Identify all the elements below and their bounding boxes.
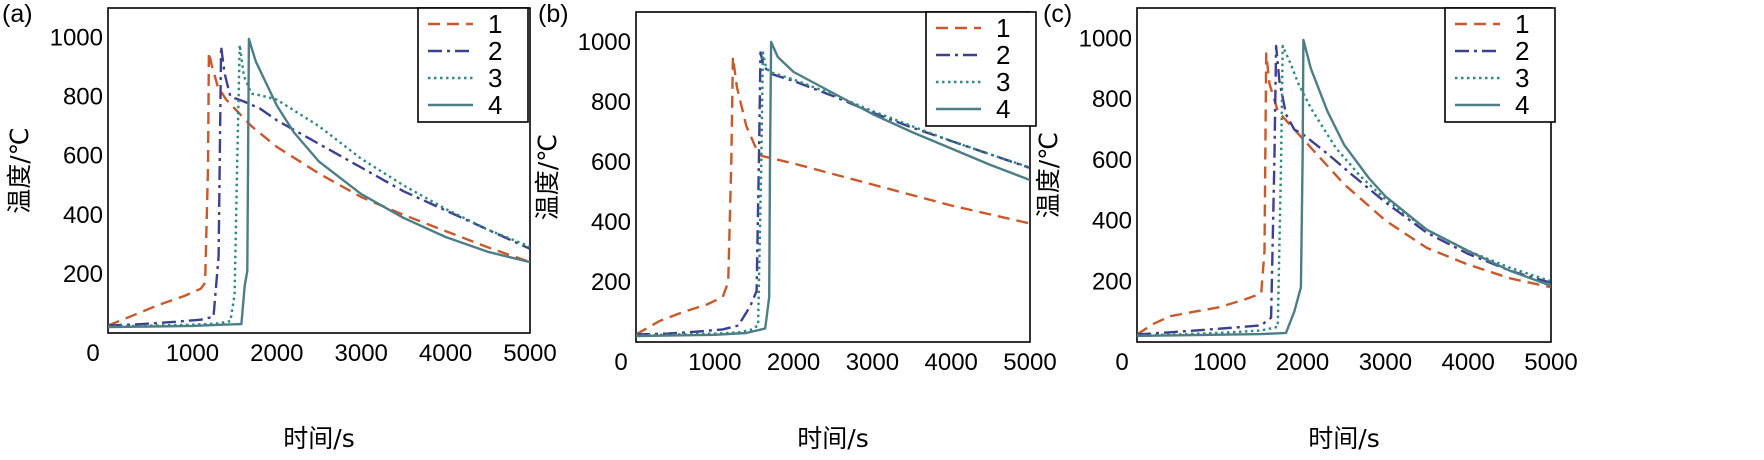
legend-box [925, 11, 1037, 127]
legend-label-1: 1 [1515, 9, 1529, 39]
series-line-1 [636, 55, 1030, 336]
panel-label: (a) [2, 0, 33, 28]
legend-label-2: 2 [488, 36, 502, 66]
x-tick-label: 5000 [503, 340, 556, 367]
legend-label-2: 2 [996, 40, 1010, 70]
x-tick-label: 5000 [1003, 349, 1056, 376]
x-axis-label: 时间/s [797, 424, 868, 453]
y-tick-label: 800 [1092, 86, 1132, 113]
x-tick-label: 3000 [846, 349, 899, 376]
series-line-1 [108, 51, 530, 327]
x-tick-label: 3000 [335, 340, 388, 367]
x-tick-label: 4000 [419, 340, 472, 367]
series-line-3 [1137, 44, 1551, 337]
x-tick-label: 2000 [250, 340, 303, 367]
legend-label-4: 4 [996, 94, 1010, 124]
y-tick-label: 1000 [1079, 25, 1132, 52]
x-tick-label: 0 [614, 349, 627, 376]
y-axis-label: 温度/℃ [533, 134, 562, 221]
legend-label-4: 4 [488, 90, 502, 120]
x-tick-label: 2000 [767, 349, 820, 376]
panel-label: (b) [538, 0, 569, 28]
x-tick-label: 5000 [1524, 349, 1577, 376]
y-axis-label: 温度/℃ [5, 127, 34, 214]
legend-label-3: 3 [1515, 63, 1529, 93]
x-axis-label: 时间/s [283, 424, 354, 453]
legend-box [417, 7, 529, 123]
series-line-1 [1137, 52, 1551, 336]
plot-frame [107, 7, 531, 334]
legend-box [1444, 7, 1556, 123]
x-tick-label: 1000 [688, 349, 741, 376]
x-axis-label: 时间/s [1308, 424, 1379, 453]
series-line-2 [636, 51, 1030, 336]
series-line-4 [1137, 38, 1551, 338]
chart-panel-2: 0 1000 2000 3000 4000 5000 200 400 600 800 1000 时间/… [533, 0, 1057, 453]
y-tick-label: 600 [63, 143, 103, 170]
y-tick-label: 200 [1092, 268, 1132, 295]
y-tick-label: 800 [63, 84, 103, 111]
x-tick-label: 4000 [1442, 349, 1495, 376]
chart-panel-3: 0 1000 2000 3000 4000 5000 200 400 600 800 1000 时间/… [1034, 0, 1578, 453]
x-tick-label: 1000 [166, 340, 219, 367]
legend-label-1: 1 [488, 9, 502, 39]
y-tick-label: 400 [591, 209, 631, 236]
plot-frame [1136, 7, 1552, 343]
y-tick-label: 200 [591, 269, 631, 296]
y-tick-label: 400 [1092, 208, 1132, 235]
series-line-4 [108, 37, 530, 329]
y-tick-label: 400 [63, 202, 103, 229]
x-tick-label: 0 [86, 340, 99, 367]
y-tick-label: 1000 [50, 25, 103, 52]
legend-label-3: 3 [996, 67, 1010, 97]
y-tick-label: 200 [63, 261, 103, 288]
x-tick-label: 1000 [1193, 349, 1246, 376]
x-tick-label: 3000 [1359, 349, 1412, 376]
panel-label: (c) [1043, 0, 1072, 28]
series-line-2 [108, 45, 530, 327]
x-tick-label: 4000 [925, 349, 978, 376]
y-axis-label: 温度/℃ [1034, 132, 1063, 219]
y-tick-label: 1000 [578, 29, 631, 56]
y-tick-label: 600 [1092, 147, 1132, 174]
series-line-4 [636, 40, 1030, 338]
legend-label-1: 1 [996, 13, 1010, 43]
y-tick-label: 800 [591, 89, 631, 116]
plot-frame [635, 11, 1031, 343]
legend-label-4: 4 [1515, 90, 1529, 120]
legend-label-3: 3 [488, 63, 502, 93]
legend-label-2: 2 [1515, 36, 1529, 66]
chart-panel-1: 0 1000 2000 3000 4000 5000 200 400 600 800 1000 时间/… [2, 0, 557, 453]
series-line-3 [636, 51, 1030, 337]
y-tick-label: 600 [591, 149, 631, 176]
x-tick-label: 2000 [1276, 349, 1329, 376]
x-tick-label: 0 [1115, 349, 1128, 376]
